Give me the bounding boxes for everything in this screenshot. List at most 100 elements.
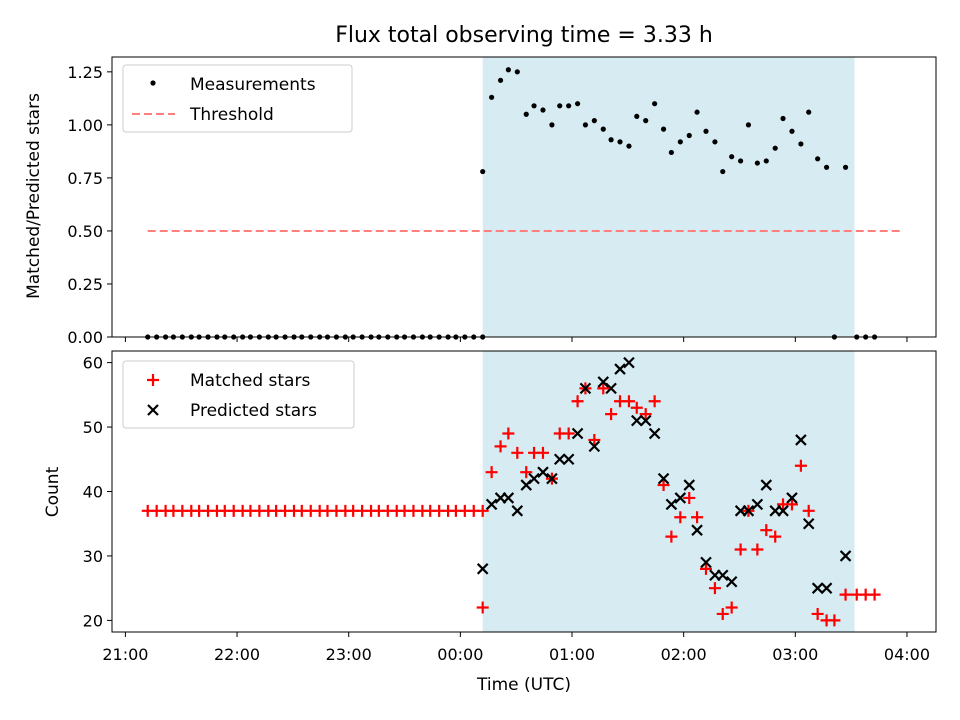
predicted-star-point — [674, 492, 687, 504]
legend-measurements-label: Measurements — [190, 75, 316, 95]
predicted-star-point — [786, 492, 798, 504]
measurement-point — [806, 109, 812, 115]
measurement-point — [617, 139, 623, 145]
matched-star-point — [839, 588, 852, 601]
x-tick-label: 23:00 — [326, 645, 372, 664]
predicted-star-point — [630, 414, 643, 427]
measurement-point — [489, 94, 495, 100]
y-tick-label: 0.75 — [67, 169, 103, 188]
measurement-point — [780, 115, 786, 122]
matched-star-point — [657, 479, 670, 492]
measurement-point — [591, 118, 597, 124]
matched-star-point — [683, 491, 696, 504]
matched-star-point — [597, 382, 610, 395]
measurement-point — [574, 101, 581, 107]
y-tick-label: 30 — [83, 547, 103, 566]
matched-star-point — [760, 524, 773, 537]
predicted-star-point — [579, 382, 592, 395]
legend-predicted-label: Predicted stars — [190, 401, 317, 421]
y-tick-label: 20 — [83, 611, 103, 630]
measurement-point — [703, 128, 709, 134]
legend-predicted-marker — [147, 404, 159, 416]
predicted-star-point — [657, 472, 670, 485]
matched-star-point — [639, 408, 652, 421]
predicted-star-point — [716, 569, 729, 582]
y-tick-label: 0.00 — [67, 328, 103, 347]
measurement-point — [540, 107, 546, 113]
matched-star-point — [699, 562, 712, 575]
predicted-star-point — [528, 472, 540, 485]
y-tick-label: 0.50 — [67, 222, 103, 241]
matched-star-point — [485, 466, 498, 479]
y-tick-label: 50 — [83, 418, 103, 437]
predicted-star-point — [777, 505, 789, 517]
top-panel: 0.00 0.25 0.50 0.75 1.00 1.25 — [67, 56, 937, 347]
measurement-point — [823, 164, 830, 170]
matched-star-point — [751, 543, 764, 556]
measurement-point — [772, 145, 778, 151]
matched-star-point — [802, 504, 815, 517]
matched-star-point — [734, 543, 747, 556]
top-legend: Measurements Threshold — [122, 64, 353, 133]
matched-star-point — [511, 446, 524, 459]
matched-star-point — [571, 395, 584, 408]
matched-star-point — [536, 446, 549, 459]
legend-measurements-marker — [150, 80, 156, 86]
matched-star-point — [725, 601, 738, 614]
matched-star-point — [588, 433, 601, 446]
measurement-point — [738, 158, 744, 164]
matched-star-point — [622, 395, 635, 408]
measurement-point — [789, 128, 795, 134]
bottom-plot-frame — [111, 350, 937, 633]
matched-star-point — [811, 607, 824, 620]
legend-frame — [122, 360, 355, 429]
measurement-point — [668, 149, 674, 156]
matched-star-point — [665, 530, 678, 543]
predicted-star-point — [725, 575, 738, 588]
bottom-legend: Matched stars Predicted stars — [122, 360, 355, 429]
predicted-star-point — [683, 479, 696, 491]
measurement-point — [712, 139, 718, 145]
predicted-star-point — [811, 582, 824, 594]
matched-star-point — [691, 511, 704, 524]
predicted-star-point — [802, 517, 815, 530]
measurement-point — [694, 109, 700, 115]
legend-matched-marker — [147, 374, 159, 386]
x-tick-label: 22:00 — [214, 645, 260, 664]
measurement-point — [557, 103, 563, 109]
measurement-point — [566, 103, 572, 109]
predicted-star-point — [700, 556, 712, 569]
y-tick-label: 0.25 — [67, 275, 103, 294]
y-tick-label: 1.00 — [67, 116, 103, 135]
predicted-star-point — [648, 427, 661, 440]
measurement-point — [549, 122, 555, 128]
measurement-point — [815, 156, 821, 162]
measurement-point — [600, 126, 606, 132]
matched-star-point — [476, 601, 489, 614]
predicted-star-point — [537, 466, 549, 478]
measurement-point — [480, 168, 486, 175]
measurement-point — [531, 103, 537, 109]
measurement-point — [686, 132, 692, 139]
predicted-star-point — [639, 414, 652, 427]
matched-star-point — [630, 401, 643, 414]
predicted-star-point — [751, 498, 764, 511]
matched-star-point — [674, 511, 687, 524]
x-tick-label: 21:00 — [102, 645, 148, 664]
measurement-point — [729, 154, 735, 160]
predicted-star-point — [605, 382, 617, 395]
measurement-point — [677, 139, 683, 145]
measurement-point — [643, 118, 649, 124]
measurement-point — [608, 137, 614, 143]
predicted-star-point — [795, 434, 807, 446]
matched-star-point — [868, 588, 881, 601]
measurement-point — [652, 101, 658, 107]
x-tick-label: 00:00 — [437, 645, 483, 664]
matched-star-point — [562, 427, 575, 440]
predicted-star-point — [485, 498, 498, 511]
predicted-star-point — [553, 453, 566, 466]
measurement-point — [720, 168, 726, 175]
measurement-point — [582, 122, 589, 128]
x-tick-label: 01:00 — [549, 645, 595, 664]
